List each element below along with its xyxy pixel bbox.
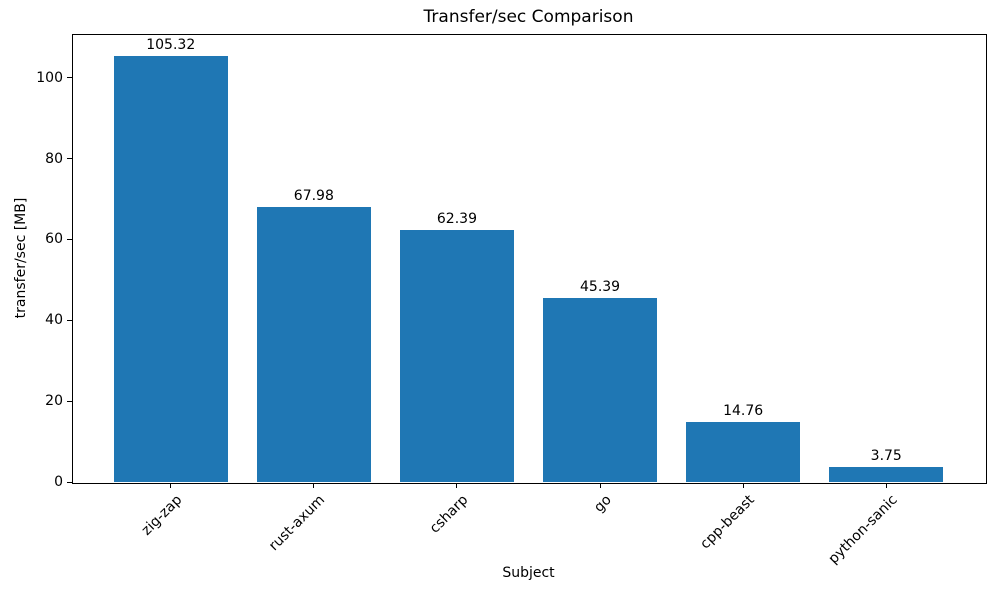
chart-title: Transfer/sec Comparison xyxy=(423,7,634,27)
y-axis-tick xyxy=(67,77,72,79)
y-tick-label: 20 xyxy=(45,393,63,410)
x-tick-label-csharp: csharp xyxy=(426,492,472,537)
y-tick-label: 100 xyxy=(36,69,63,86)
bar-python-sanic xyxy=(829,466,944,482)
y-tick-label: 40 xyxy=(45,312,63,329)
bar-value-label: 3.75 xyxy=(870,447,902,464)
y-tick-label: 60 xyxy=(45,231,63,248)
x-axis-tick xyxy=(170,483,172,488)
x-axis-tick xyxy=(456,483,458,488)
x-axis-tick xyxy=(742,483,744,488)
y-axis-tick xyxy=(67,238,72,240)
bar-value-label: 45.39 xyxy=(580,279,621,296)
bar-value-label: 67.98 xyxy=(293,188,334,205)
bar-zig-zap xyxy=(113,56,228,482)
y-axis-tick xyxy=(67,319,72,321)
x-tick-label-cpp-beast: cpp-beast xyxy=(697,492,758,553)
y-tick-label: 80 xyxy=(45,150,63,167)
x-tick-label-zig-zap: zig-zap xyxy=(138,492,186,539)
bar-value-label: 105.32 xyxy=(146,37,196,54)
bar-value-label: 62.39 xyxy=(436,210,477,227)
y-tick-label: 0 xyxy=(54,474,63,490)
bar-value-label: 14.76 xyxy=(723,403,764,420)
bar-go xyxy=(542,298,658,482)
bar-cpp-beast xyxy=(685,422,801,482)
x-axis-tick xyxy=(885,483,887,488)
y-axis-tick xyxy=(67,400,72,402)
x-tick-label-python-sanic: python-sanic xyxy=(825,492,901,568)
x-axis-tick xyxy=(313,483,315,488)
bar-csharp xyxy=(399,229,515,482)
x-tick-label-rust-axum: rust-axum xyxy=(266,492,329,555)
y-axis-label: transfer/sec [MB] xyxy=(13,197,29,319)
y-axis-tick xyxy=(67,158,72,160)
bar-rust-axum xyxy=(256,207,372,482)
x-axis-tick xyxy=(599,483,601,488)
x-tick-label-go: go xyxy=(590,492,615,516)
plot-area xyxy=(72,34,987,484)
y-axis-tick xyxy=(67,481,72,483)
x-axis-label: Subject xyxy=(502,565,555,581)
